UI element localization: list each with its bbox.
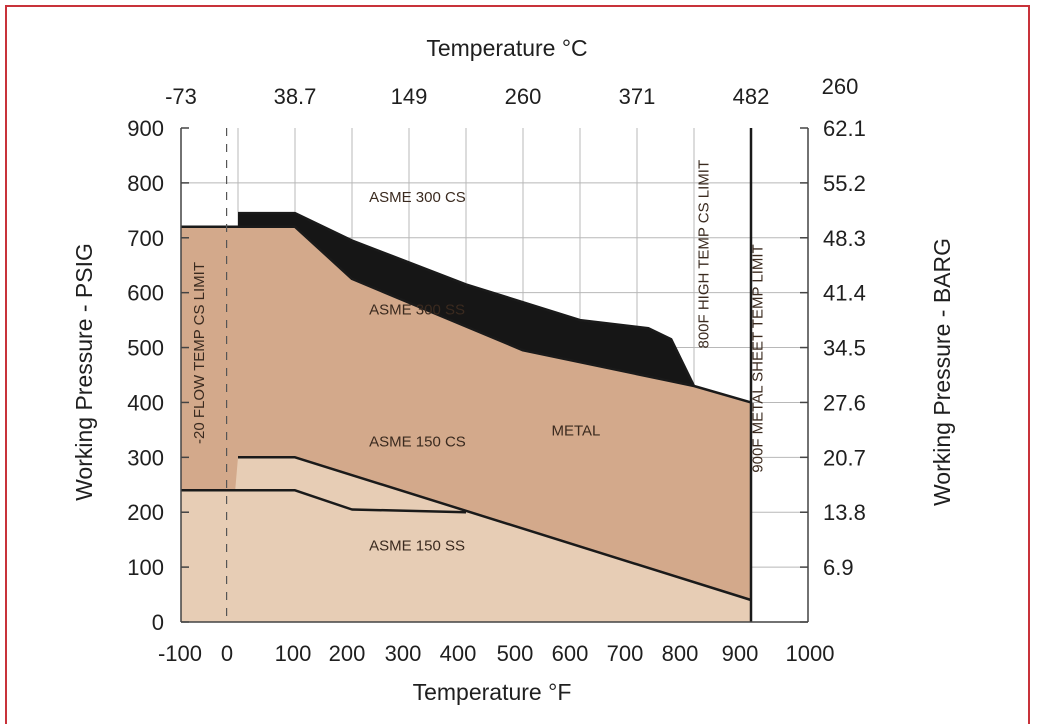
x-tick-label: 700 xyxy=(607,641,644,666)
y2-tick-label: 13.8 xyxy=(823,500,866,525)
line-asme-150-ss xyxy=(181,489,467,514)
annotation-asme-300-cs: ASME 300 CS xyxy=(369,189,466,206)
x-tick-label: 800 xyxy=(662,641,699,666)
y-tick-label: 200 xyxy=(127,500,164,525)
x-tick-label: 600 xyxy=(552,641,589,666)
area-asme-150 xyxy=(181,457,751,622)
series-lines xyxy=(181,211,752,602)
x-tick-label: 900 xyxy=(722,641,759,666)
line-asme-300-cs xyxy=(238,211,696,387)
y2-tick-label: 41.4 xyxy=(823,281,866,306)
y2-tick-label: 34.5 xyxy=(823,336,866,361)
x-tick-label: 100 xyxy=(275,641,312,666)
y-tick-label: 300 xyxy=(127,445,164,470)
chart-frame xyxy=(5,5,1030,724)
x-tick-label: 500 xyxy=(497,641,534,666)
x-tick-label: 300 xyxy=(385,641,422,666)
x-tick-label: -100 xyxy=(158,641,202,666)
y2-tick-label: 62.1 xyxy=(823,116,866,141)
y-tick-label: 400 xyxy=(127,390,164,415)
y-tick-label: 700 xyxy=(127,226,164,251)
x2-tick-label: 260 xyxy=(505,84,542,109)
y2-tick-label: 6.9 xyxy=(823,555,854,580)
y2-tick-label: 20.7 xyxy=(823,445,866,470)
rating-areas xyxy=(181,213,751,623)
x-tick-label: 400 xyxy=(440,641,477,666)
plot-axes xyxy=(180,127,809,623)
x2-tick-label: 482 xyxy=(733,84,770,109)
line-asme-150-cs xyxy=(238,456,752,602)
y2-axis-title: Working Pressure - BARG xyxy=(929,238,955,506)
y2-tick-label: 55.2 xyxy=(823,171,866,196)
annotation-metal: METAL xyxy=(552,422,601,439)
annotation-asme-150-cs: ASME 150 CS xyxy=(369,433,466,450)
y-axis-title: Working Pressure - PSIG xyxy=(71,243,97,501)
x2-tick-label: 149 xyxy=(391,84,428,109)
annotation-asme-300-ss: ASME 300 SS xyxy=(369,302,465,319)
annotation-800f-high-temp-cs-limit: 800F HIGH TEMP CS LIMIT xyxy=(695,160,712,349)
x-tick-label: 200 xyxy=(329,641,366,666)
x2-tick-label: 371 xyxy=(619,84,656,109)
x-axis-title: Temperature °F xyxy=(413,679,572,705)
annotation-900f-metal-sheet-temp-limit: 900F METAL SHEET TEMP LIMIT xyxy=(749,244,766,472)
x2-tick-label: 38.7 xyxy=(274,84,317,109)
y-tick-label: 800 xyxy=(127,171,164,196)
x2-tick-label: -73 xyxy=(165,84,197,109)
y-tick-label: 100 xyxy=(127,555,164,580)
annotation-asme-150-ss: ASME 150 SS xyxy=(369,538,465,555)
x2-axis-title: Temperature °C xyxy=(426,35,587,61)
y2-tick-label: 27.6 xyxy=(823,390,866,415)
y-tick-label: 0 xyxy=(152,610,164,635)
reference-lines xyxy=(226,128,753,622)
tick-labels: 0 100 200 300 400 500 600 700 800 900 -100 0 100 200 3… xyxy=(127,74,866,666)
annotation-20-flow-temp-cs-limit: -20 FLOW TEMP CS LIMIT xyxy=(191,262,208,444)
area-asme-300-cs xyxy=(238,213,694,386)
annotations: ASME 300 CS ASME 300 SS ASME 150 CS ASME 15… xyxy=(191,160,767,555)
y2-tick-label: 48.3 xyxy=(823,226,866,251)
y-tick-label: 600 xyxy=(127,281,164,306)
y-tick-label: 500 xyxy=(127,336,164,361)
line-asme-300-ss xyxy=(181,225,752,404)
x2-tick-label-extra: 260 xyxy=(822,74,859,99)
x-tick-label: 1000 xyxy=(786,641,835,666)
x-tick-label: 0 xyxy=(221,641,233,666)
y-tick-label: 900 xyxy=(127,116,164,141)
